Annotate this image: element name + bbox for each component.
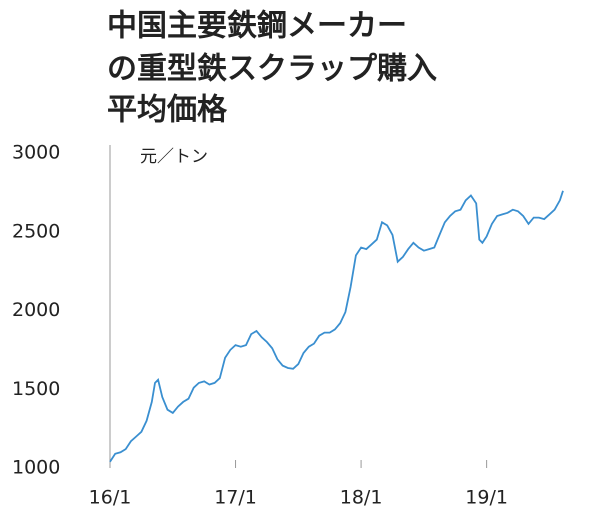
- y-tick-label: 2000: [12, 299, 60, 321]
- y-tick-label: 1000: [12, 457, 60, 479]
- x-tick-label: 17/1: [214, 487, 257, 509]
- y-tick-label: 1500: [12, 378, 60, 400]
- x-tick-label: 19/1: [465, 487, 508, 509]
- y-tick-label: 2500: [12, 220, 60, 242]
- y-axis-label: 元／トン: [140, 147, 208, 167]
- chart-title: の重型鉄スクラップ購入: [107, 52, 437, 87]
- line: [109, 190, 564, 463]
- chart-title: 中国主要鉄鋼メーカー: [107, 9, 407, 44]
- chart-title: 平均価格: [107, 93, 228, 128]
- x-tick-label: 16/1: [89, 487, 132, 509]
- y-tick-label: 3000: [12, 142, 60, 164]
- x-tick-label: 18/1: [340, 487, 383, 509]
